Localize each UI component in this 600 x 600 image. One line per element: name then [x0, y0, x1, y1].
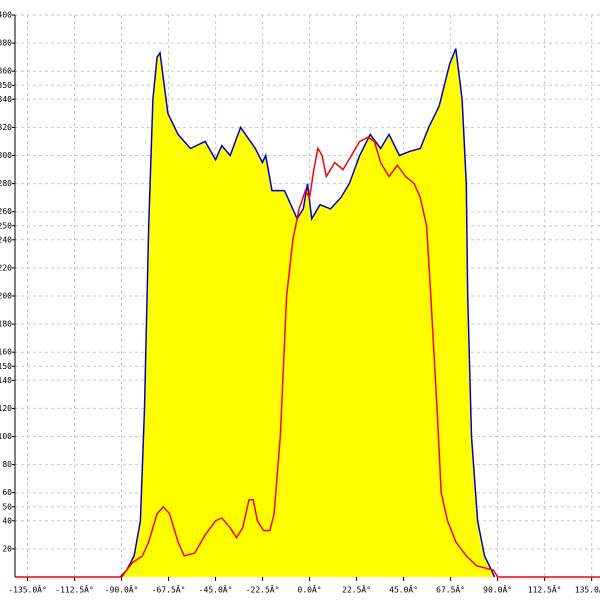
y-tick-label: 40: [2, 516, 12, 525]
y-tick-label: 80: [2, 460, 12, 469]
y-tick-label: 100: [0, 432, 12, 441]
y-tick-label: 20: [2, 544, 12, 553]
line: [15, 136, 600, 578]
x-tick-label: -45.0Â°: [199, 584, 233, 595]
x-tick-label: 0.0Â°: [298, 584, 322, 595]
y-tick-label: 400: [0, 11, 12, 20]
line: [119, 48, 496, 578]
x-tick-label: -22.5Â°: [246, 584, 280, 595]
x-tick-label: 45.0Â°: [389, 584, 418, 595]
y-tick-label: 250: [0, 221, 12, 230]
y-tick-label: 50: [2, 502, 12, 511]
x-tick-label: 90.0Â°: [483, 584, 512, 595]
x-tick-label: 67.5Â°: [436, 584, 465, 595]
y-tick-label: 280: [0, 179, 12, 188]
y-tick-label: 340: [0, 95, 12, 104]
y-tick-label: 240: [0, 235, 12, 244]
x-tick-label: -112.5Â°: [55, 584, 94, 595]
y-tick-label: 150: [0, 362, 12, 371]
y-tick-label: 380: [0, 39, 12, 48]
y-tick-label: 200: [0, 292, 12, 301]
x-tick-label: 22.5Â°: [342, 584, 371, 595]
y-tick-label: 140: [0, 376, 12, 385]
y-tick-label: 320: [0, 123, 12, 132]
y-tick-label: 350: [0, 81, 12, 90]
x-tick-label: 112.5Â°: [528, 584, 562, 595]
y-tick-label: 220: [0, 263, 12, 272]
x-tick-label: -90.0Â°: [105, 584, 139, 595]
y-tick-label: 300: [0, 151, 12, 160]
y-tick-label: 360: [0, 67, 12, 76]
x-tick-label: -67.5Â°: [152, 584, 186, 595]
y-tick-label: 180: [0, 320, 12, 329]
x-tick-label: 135.0Â°: [575, 584, 600, 595]
y-tick-label: 60: [2, 488, 12, 497]
y-tick-label: 160: [0, 348, 12, 357]
area: [120, 48, 495, 577]
x-tick-label: -135.0Â°: [8, 584, 47, 595]
y-tick-label: 260: [0, 207, 12, 216]
y-tick-label: 120: [0, 404, 12, 413]
